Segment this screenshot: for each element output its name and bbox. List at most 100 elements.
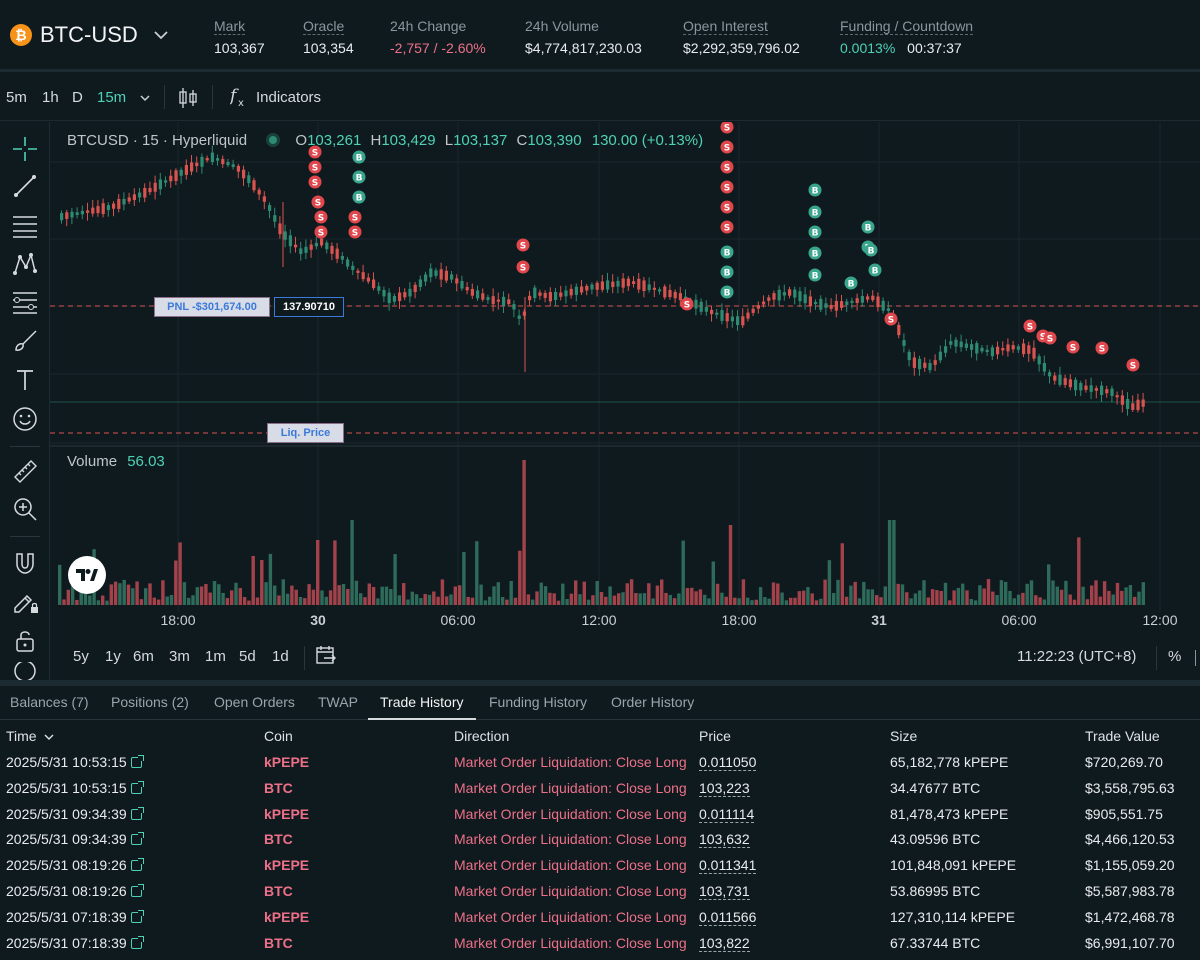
external-link-icon[interactable] xyxy=(130,884,144,897)
trade-coin[interactable]: BTC xyxy=(264,934,293,951)
candlestick-icon[interactable] xyxy=(178,87,198,113)
external-link-icon[interactable] xyxy=(130,755,144,768)
trade-coin[interactable]: BTC xyxy=(264,831,293,848)
candle-body xyxy=(1084,385,1088,390)
tradingview-logo[interactable] xyxy=(68,556,106,594)
table-row[interactable]: 2025/5/31 07:18:39 kPEPE Market Order Liqu… xyxy=(0,905,1200,931)
timeframe-5m[interactable]: 5m xyxy=(6,89,27,106)
eye-icon[interactable] xyxy=(8,662,42,680)
fib-tool-icon[interactable] xyxy=(8,287,42,317)
trade-coin[interactable]: BTC xyxy=(264,779,293,796)
zoom-in-icon[interactable] xyxy=(8,494,42,524)
funding-rate: 0.0013% xyxy=(840,40,896,56)
table-row[interactable]: 2025/5/31 08:19:26 BTC Market Order Liquid… xyxy=(0,879,1200,905)
candle-body xyxy=(164,180,168,183)
time-axis-label: 06:00 xyxy=(1001,612,1036,628)
volume-bar xyxy=(625,583,629,605)
symbol-selector[interactable]: ₿ BTC-USD xyxy=(10,22,168,48)
range-6m[interactable]: 6m xyxy=(133,648,154,665)
legend-pair: BTCUSD · 15 · Hyperliquid xyxy=(67,132,248,149)
external-link-icon[interactable] xyxy=(130,832,144,846)
volume-bar xyxy=(1055,586,1059,605)
candle-body xyxy=(980,347,984,352)
liq-price-label[interactable]: Liq. Price xyxy=(267,423,344,443)
volume-bar xyxy=(131,588,135,605)
trend-line-icon[interactable] xyxy=(8,171,42,201)
text-icon[interactable] xyxy=(8,365,42,395)
timeframe-d[interactable]: D xyxy=(72,89,83,106)
date-range-icon[interactable] xyxy=(315,644,337,670)
candle-body xyxy=(611,281,615,288)
range-1m[interactable]: 1m xyxy=(205,648,226,665)
tab-positions[interactable]: Positions (2) xyxy=(111,694,189,710)
external-link-icon[interactable] xyxy=(130,858,144,872)
external-link-icon[interactable] xyxy=(130,909,144,923)
percent-toggle[interactable]: % xyxy=(1168,648,1182,665)
volume-bar xyxy=(290,585,294,605)
table-row[interactable]: 2025/5/31 08:19:26 kPEPE Market Order Liqu… xyxy=(0,853,1200,879)
tab-balances[interactable]: Balances (7) xyxy=(10,694,89,710)
candle-body xyxy=(86,210,90,213)
candle-body xyxy=(486,297,490,301)
buy-marker xyxy=(720,245,734,259)
trade-time: 2025/5/31 10:53:15 xyxy=(6,754,144,770)
range-1y[interactable]: 1y xyxy=(105,648,121,665)
chart-canvas[interactable]: 18:00 30 06:00 12:00 18:00 31 06:00 12:00SSSSSS… xyxy=(50,122,1200,644)
horizontal-lines-icon[interactable] xyxy=(8,210,42,240)
chart-clock[interactable]: 11:22:23 (UTC+8) xyxy=(1017,648,1137,665)
table-row[interactable]: 2025/5/31 09:34:39 kPEPE Market Order Liqu… xyxy=(0,802,1200,828)
volume-bar xyxy=(741,579,746,605)
buy-marker xyxy=(352,150,366,164)
indicators-button[interactable]: Indicators xyxy=(256,89,322,106)
stat-label[interactable]: Funding / Countdown xyxy=(840,18,974,35)
trade-coin[interactable]: BTC xyxy=(264,883,293,899)
table-row[interactable]: 2025/5/31 09:34:39 BTC Market Order Liquid… xyxy=(0,827,1200,853)
trade-coin[interactable]: kPEPE xyxy=(264,908,310,925)
trade-size: 65,182,778 kPEPE xyxy=(890,754,1009,770)
volume-bar xyxy=(720,592,724,605)
trade-coin[interactable]: kPEPE xyxy=(264,805,310,822)
pnl-label[interactable]: PNL -$301,674.00 xyxy=(154,297,270,317)
emoji-icon[interactable] xyxy=(8,404,42,434)
tab-order-history[interactable]: Order History xyxy=(611,694,695,710)
external-link-icon[interactable] xyxy=(130,780,144,794)
unlock-icon[interactable] xyxy=(8,625,42,655)
range-5d[interactable]: 5d xyxy=(239,648,256,665)
candle-body xyxy=(538,292,542,296)
stat-value: $2,292,359,796.02 xyxy=(683,40,800,56)
column-header-time[interactable]: Time xyxy=(6,728,54,744)
stat-label[interactable]: Open Interest xyxy=(683,18,768,35)
range-5y[interactable]: 5y xyxy=(73,648,89,665)
lock-drawing-icon[interactable] xyxy=(8,586,42,616)
table-row[interactable]: 2025/5/31 07:18:39 BTC Market Order Liquid… xyxy=(0,931,1200,957)
table-row[interactable]: 2025/5/31 10:53:15 BTC Market Order Liquid… xyxy=(0,776,1200,802)
range-1d[interactable]: 1d xyxy=(272,648,289,665)
tab-trade-history[interactable]: Trade History xyxy=(380,694,464,710)
pattern-icon[interactable] xyxy=(8,249,42,279)
candle-body xyxy=(845,301,849,305)
brush-icon[interactable] xyxy=(8,326,42,356)
tab-funding-history[interactable]: Funding History xyxy=(489,694,588,710)
trade-coin[interactable]: kPEPE xyxy=(264,857,310,874)
chevron-down-icon[interactable] xyxy=(140,89,150,106)
position-size-label[interactable]: 137.90710 xyxy=(274,297,344,317)
range-3m[interactable]: 3m xyxy=(169,648,190,665)
stat-label[interactable]: Mark xyxy=(214,18,246,35)
candle-body xyxy=(855,298,859,303)
ruler-icon[interactable] xyxy=(8,456,42,486)
tab-twap[interactable]: TWAP xyxy=(318,694,358,710)
trade-history-table: Time Coin Direction Price Size Trade Val… xyxy=(0,720,1200,960)
magnet-icon[interactable] xyxy=(8,548,42,578)
price-chart[interactable]: 18:00 30 06:00 12:00 18:00 31 06:00 12:00 S S S S S S… xyxy=(50,122,1200,644)
timeframe-1h[interactable]: 1h xyxy=(42,89,59,106)
crosshair-icon[interactable] xyxy=(8,134,42,164)
volume-bar xyxy=(608,586,612,605)
table-row[interactable]: 2025/5/31 10:53:15 kPEPE Market Order Liqu… xyxy=(0,750,1200,776)
stat-label[interactable]: Oracle xyxy=(303,18,345,35)
external-link-icon[interactable] xyxy=(130,806,144,820)
tab-open-orders[interactable]: Open Orders xyxy=(214,694,295,710)
trade-coin[interactable]: kPEPE xyxy=(264,754,310,770)
external-link-icon[interactable] xyxy=(130,935,144,949)
timeframe-15m[interactable]: 15m xyxy=(97,89,127,106)
